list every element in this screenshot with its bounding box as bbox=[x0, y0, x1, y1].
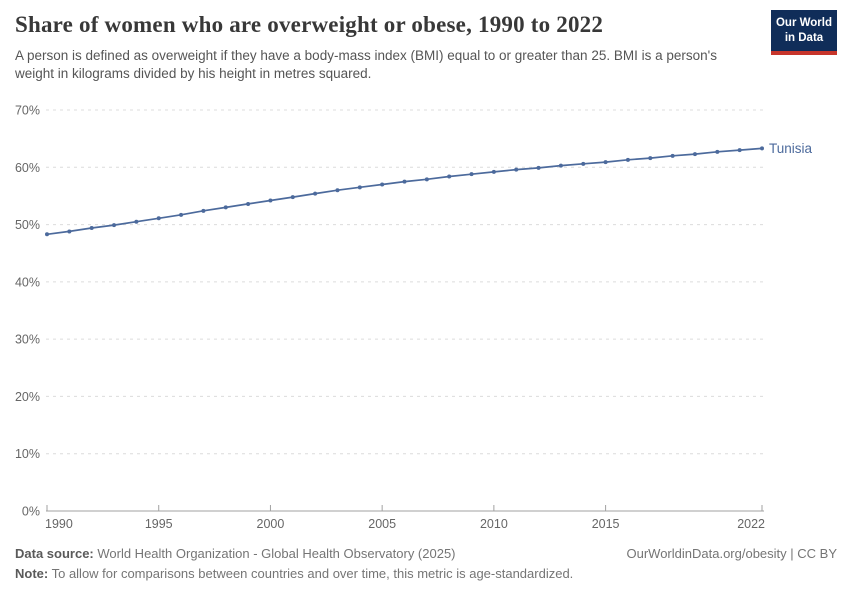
data-point bbox=[424, 177, 429, 182]
data-point bbox=[715, 149, 720, 154]
data-point bbox=[760, 146, 764, 151]
data-point bbox=[313, 191, 318, 196]
data-point bbox=[491, 169, 496, 174]
y-axis-label: 60% bbox=[15, 161, 40, 175]
data-point bbox=[380, 182, 385, 187]
data-point bbox=[112, 223, 117, 228]
data-point bbox=[447, 174, 452, 179]
data-point bbox=[692, 152, 697, 157]
y-axis-label: 50% bbox=[15, 218, 40, 232]
chart-title: Share of women who are overweight or obe… bbox=[15, 12, 604, 37]
chart-header: Share of women who are overweight or obe… bbox=[15, 12, 755, 83]
y-axis-label: 10% bbox=[15, 447, 40, 461]
x-axis-label: 2015 bbox=[592, 517, 620, 531]
data-point bbox=[156, 216, 161, 221]
x-axis-label: 2000 bbox=[257, 517, 285, 531]
y-axis-label: 30% bbox=[15, 333, 40, 347]
series-end-label: Tunisia bbox=[769, 141, 813, 156]
data-point bbox=[201, 208, 206, 213]
owid-logo-line2: in Data bbox=[784, 31, 824, 44]
data-point bbox=[134, 219, 139, 224]
data-point bbox=[625, 157, 630, 162]
y-axis-label: 70% bbox=[15, 104, 40, 118]
data-point bbox=[89, 226, 94, 231]
chart-footer: Data source: World Health Organization -… bbox=[15, 546, 837, 581]
y-axis-label: 40% bbox=[15, 275, 40, 289]
data-point bbox=[737, 148, 742, 153]
note-text: To allow for comparisons between countri… bbox=[48, 566, 574, 581]
note-label: Note: bbox=[15, 566, 49, 581]
data-point bbox=[67, 229, 72, 234]
data-point bbox=[179, 212, 184, 217]
series-line-tunisia bbox=[46, 147, 763, 236]
data-point bbox=[335, 188, 340, 193]
note-line: Note: To allow for comparisons between c… bbox=[15, 566, 837, 581]
x-axis-label: 2010 bbox=[480, 517, 508, 531]
data-point bbox=[514, 167, 519, 172]
owid-logo-line1: Our World bbox=[775, 17, 832, 29]
owid-logo[interactable]: Our World in Data bbox=[771, 10, 837, 55]
license-link[interactable]: OurWorldinData.org/obesity | CC BY bbox=[626, 546, 838, 561]
data-point bbox=[581, 161, 586, 166]
chart-subtitle: A person is defined as overweight if the… bbox=[15, 48, 717, 81]
data-point bbox=[223, 205, 228, 210]
data-source-label: Data source: bbox=[15, 546, 94, 561]
data-point bbox=[603, 160, 608, 165]
data-point bbox=[402, 179, 407, 184]
data-point bbox=[536, 165, 541, 170]
data-point bbox=[246, 201, 251, 206]
x-axis-label: 2005 bbox=[368, 517, 396, 531]
data-point bbox=[357, 185, 362, 190]
x-axis-label: 1990 bbox=[45, 517, 73, 531]
data-point bbox=[469, 172, 474, 177]
data-point bbox=[268, 198, 273, 203]
data-source-text: World Health Organization - Global Healt… bbox=[93, 546, 456, 561]
x-axis-label: 1995 bbox=[145, 517, 173, 531]
data-point bbox=[670, 153, 675, 158]
data-point bbox=[45, 232, 49, 237]
data-source-line: Data source: World Health Organization -… bbox=[15, 546, 456, 561]
x-axis-label: 2022 bbox=[737, 517, 765, 531]
y-axis-label: 20% bbox=[15, 390, 40, 404]
y-axis-label: 0% bbox=[22, 505, 40, 519]
data-point bbox=[290, 195, 295, 200]
data-point bbox=[648, 156, 653, 161]
data-point bbox=[558, 163, 563, 168]
